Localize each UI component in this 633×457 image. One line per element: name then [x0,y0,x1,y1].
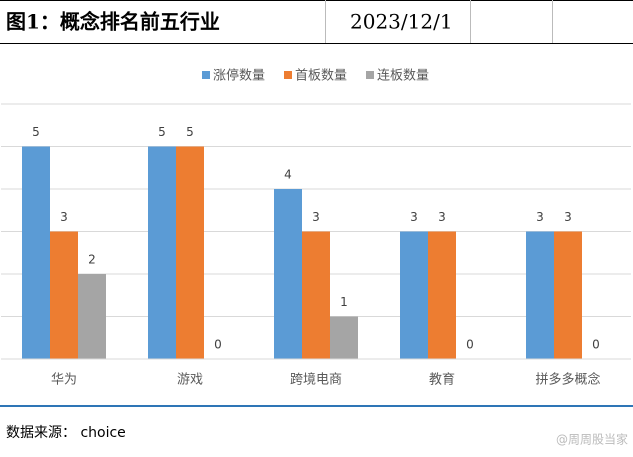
source-note: 数据来源： choice [6,425,126,441]
header-title: 图1：概念排名前五行业 [6,10,220,34]
watermark: @周周股当家 [556,432,628,447]
x-tick-label: 跨境电商 [290,373,342,388]
legend-swatch [366,71,374,79]
header-date: 2023/12/1 [350,10,453,34]
legend-label: 连板数量 [377,68,429,84]
x-tick-label: 游戏 [177,373,203,388]
data-label: 3 [312,210,320,224]
data-label: 3 [564,210,572,224]
bar [330,316,358,359]
data-label: 3 [536,210,544,224]
bar [176,146,204,359]
data-label: 0 [592,338,600,352]
data-label: 5 [158,125,166,139]
data-label: 2 [88,253,96,267]
data-label: 4 [284,168,292,182]
legend-swatch [284,71,292,79]
x-tick-label: 教育 [429,372,455,388]
x-tick-label: 华为 [51,373,77,388]
bar [148,146,176,359]
bar [554,231,582,359]
bar [400,231,428,359]
data-label: 0 [466,338,474,352]
data-label: 3 [60,210,68,224]
bar [78,274,106,359]
data-label: 0 [214,338,222,352]
legend-label: 涨停数量 [213,68,265,84]
bar [428,231,456,359]
legend-label: 首板数量 [295,69,347,84]
bar [274,189,302,359]
x-tick-label: 拼多多概念 [535,372,600,388]
bar [50,231,78,359]
data-label: 5 [32,125,40,139]
legend-swatch [202,71,210,79]
data-label: 3 [438,210,446,224]
bar [22,146,50,359]
data-label: 3 [410,210,418,224]
data-label: 1 [340,295,348,309]
data-label: 5 [186,125,194,139]
bar [302,231,330,359]
bar [526,231,554,359]
